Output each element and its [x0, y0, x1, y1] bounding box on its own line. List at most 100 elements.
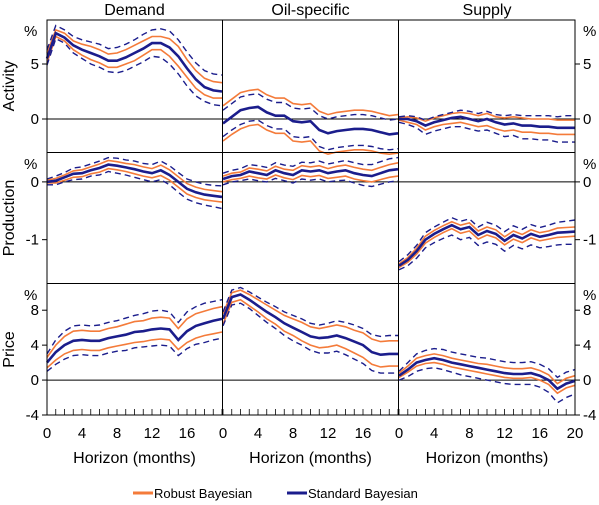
standard-median-line: [46, 317, 223, 364]
standard-lower-line: [222, 119, 399, 151]
y-tick-label-right: 4: [583, 337, 591, 354]
standard-lower-line: [398, 121, 575, 143]
standard-upper-line: [46, 156, 223, 187]
robust-upper-line: [222, 289, 398, 343]
standard-upper-line: [222, 286, 398, 338]
standard-median-line: [222, 167, 399, 181]
y-tick-label-left: 0: [31, 111, 39, 128]
standard-median-line: [398, 223, 576, 267]
x-axis-label: Horizon (months): [426, 450, 549, 467]
panel-production-oil-specific: [222, 156, 399, 188]
x-tick-label: 8: [113, 425, 121, 442]
x-tick-label: 8: [465, 425, 473, 442]
panel-production-demand: [46, 156, 223, 210]
standard-lower-line: [46, 37, 223, 107]
panel-activity-demand: [45, 24, 223, 120]
robust-lower-line: [222, 123, 399, 156]
row-title-activity: Activity: [1, 61, 18, 112]
standard-upper-line: [46, 24, 223, 76]
x-tick-label: 4: [430, 425, 438, 442]
robust-upper-line: [398, 220, 576, 265]
robust-upper-line: [398, 111, 575, 123]
standard-median-line: [45, 31, 223, 93]
robust-upper-line: [46, 28, 223, 84]
standard-median-line: [46, 163, 223, 199]
robust-lower-line: [398, 361, 576, 395]
standard-lower-line: [47, 170, 223, 210]
robust-upper-line: [222, 162, 399, 177]
panel-activity-oil-specific: [222, 88, 399, 156]
robust-lower-line: [46, 331, 223, 369]
unit-label-left: %: [24, 156, 37, 173]
standard-upper-line: [398, 216, 576, 263]
x-tick-label: 4: [78, 425, 86, 442]
x-tick-label: 0: [43, 425, 51, 442]
unit-label-right: %: [583, 23, 596, 40]
y-tick-label-right: 8: [583, 302, 591, 319]
standard-median-line: [222, 105, 399, 136]
unit-label-right: %: [583, 156, 596, 173]
standard-median-line: [221, 293, 398, 357]
x-tick-label: 16: [355, 425, 372, 442]
standard-upper-line: [46, 299, 223, 355]
legend-label-robust: Robust Bayesian: [154, 486, 252, 501]
robust-upper-line: [398, 353, 576, 385]
column-title-demand: Demand: [104, 2, 164, 19]
standard-median-line: [398, 356, 576, 391]
robust-lower-line: [222, 298, 398, 368]
robust-lower-line: [222, 174, 399, 183]
robust-upper-line: [46, 305, 223, 358]
x-tick-label: 8: [289, 425, 297, 442]
x-tick-label: 0: [395, 425, 403, 442]
x-axis-label: Horizon (months): [249, 450, 372, 467]
x-tick-label: 12: [144, 425, 161, 442]
robust-upper-line: [46, 159, 223, 193]
robust-upper-line: [222, 88, 399, 117]
x-tick-label: 20: [567, 425, 584, 442]
x-tick-label: 0: [219, 425, 227, 442]
robust-lower-line: [46, 35, 222, 99]
panel-price-demand: [46, 299, 223, 381]
standard-lower-line: [46, 337, 223, 372]
y-tick-label-right: -4: [583, 407, 596, 424]
unit-label-right: %: [583, 287, 596, 304]
column-title-oil-specific: Oil-specific: [271, 2, 349, 19]
column-title-supply: Supply: [463, 2, 512, 19]
y-tick-label-right: 0: [583, 111, 591, 128]
y-tick-label-right: 0: [583, 372, 591, 389]
y-tick-label-left: 0: [31, 174, 39, 191]
panel-activity-supply: [398, 109, 575, 143]
x-tick-label: 16: [531, 425, 548, 442]
panel-price-supply: [398, 347, 576, 404]
y-tick-label-right: 0: [583, 174, 591, 191]
legend: Robust Bayesian Standard Bayesian: [133, 486, 418, 501]
unit-label-left: %: [24, 23, 37, 40]
standard-upper-line: [222, 92, 399, 121]
y-tick-label-left: 0: [31, 372, 39, 389]
x-tick-label: 4: [254, 425, 262, 442]
standard-median-line: [399, 115, 575, 130]
standard-upper-line: [398, 109, 575, 121]
y-tick-label-left: 8: [31, 302, 39, 319]
standard-lower-line: [222, 302, 398, 374]
y-tick-label-left: -1: [26, 232, 39, 249]
robust-lower-line: [398, 119, 575, 136]
x-tick-label: 16: [179, 425, 196, 442]
x-tick-label: 12: [320, 425, 337, 442]
standard-lower-line: [222, 177, 399, 188]
y-tick-label-left: 5: [31, 56, 39, 73]
panel-price-oil-specific: [221, 286, 398, 381]
row-title-price: Price: [1, 331, 18, 368]
standard-lower-line: [398, 234, 575, 271]
y-tick-label-left: 4: [31, 337, 39, 354]
standard-lower-line: [398, 367, 576, 404]
y-tick-label-right: -1: [583, 232, 596, 249]
panel-production-supply: [398, 181, 576, 271]
robust-lower-line: [398, 227, 576, 269]
robust-lower-line: [47, 167, 223, 203]
plot-border: [46, 19, 576, 416]
y-tick-label-left: -4: [26, 407, 39, 424]
standard-upper-line: [222, 156, 399, 174]
row-title-production: Production: [1, 180, 18, 257]
